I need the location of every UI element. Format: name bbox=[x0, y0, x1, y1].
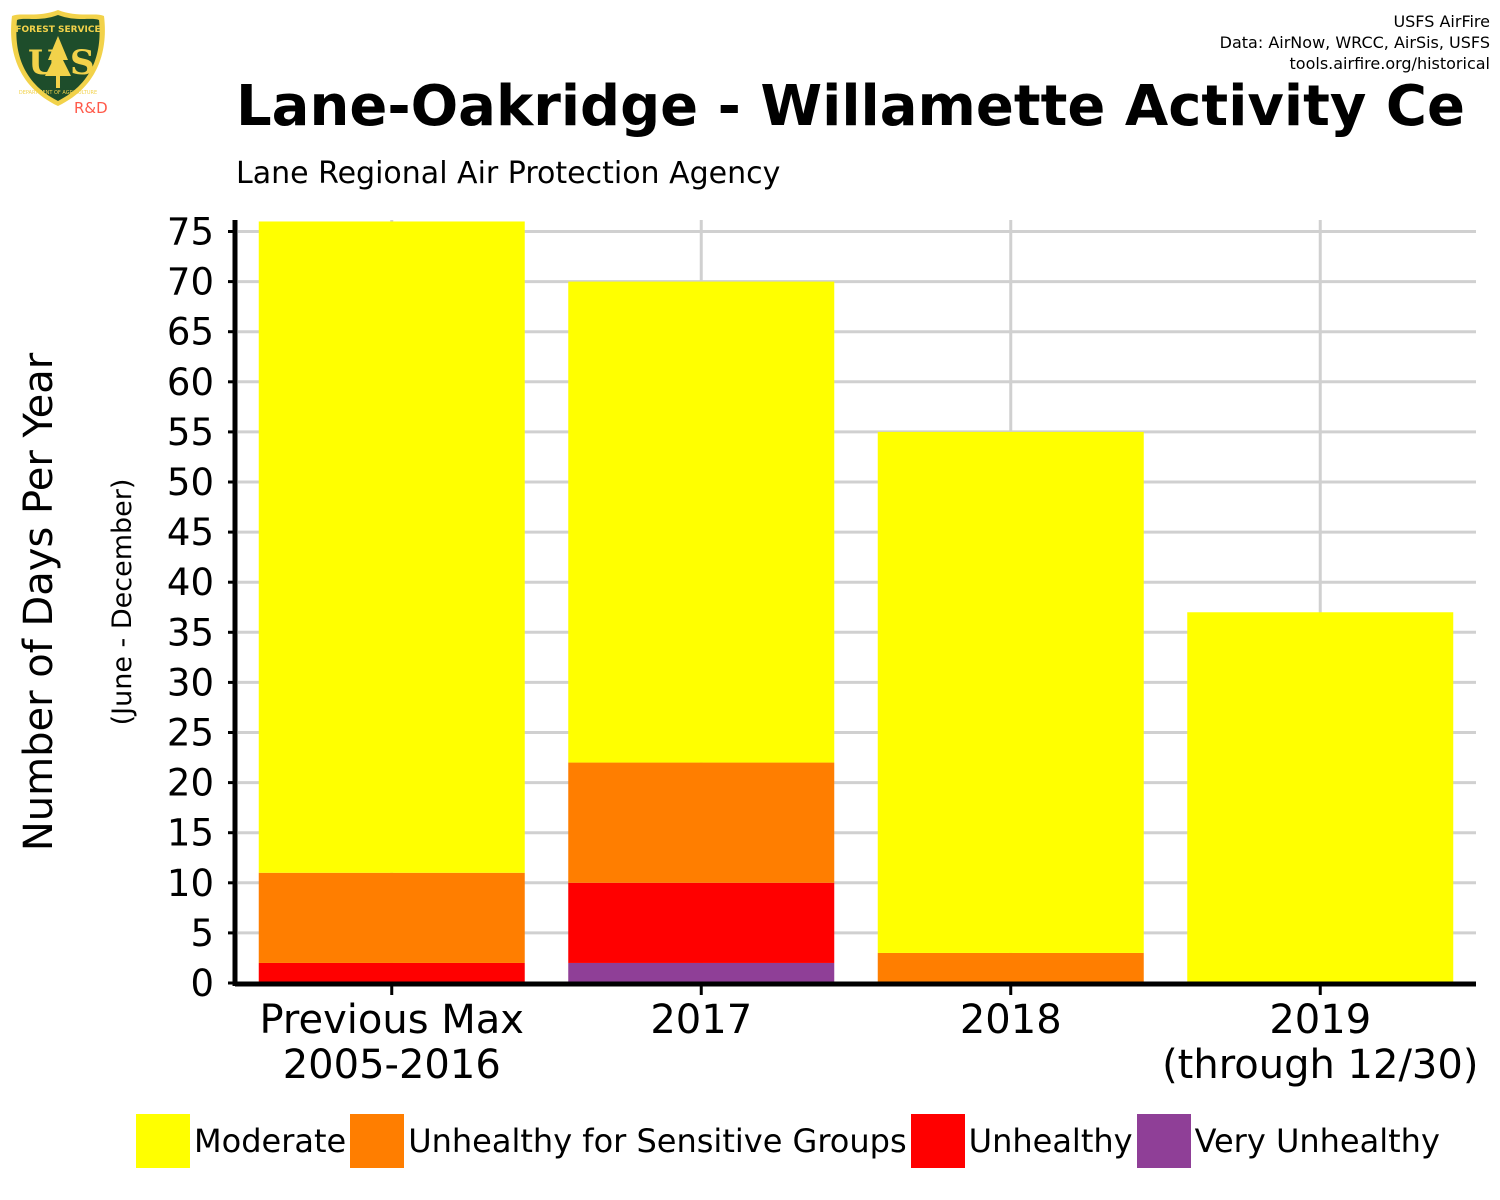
legend-label: Unhealthy bbox=[968, 1122, 1133, 1160]
svg-text:FOREST SERVICE: FOREST SERVICE bbox=[15, 25, 100, 35]
x-tick-labels: Previous Max 2005-2016 2017 2018 2019 (throug… bbox=[260, 997, 1479, 1088]
y-axis-label: Number of Days Per Year bbox=[16, 352, 62, 851]
y-tick-label: 40 bbox=[167, 561, 214, 604]
y-tick-label: 15 bbox=[167, 812, 214, 855]
bar-segment bbox=[258, 221, 525, 873]
bar-segment bbox=[877, 952, 1144, 983]
x-tick-label-line: (through 12/30) bbox=[1162, 1042, 1478, 1088]
x-tick-label: 2018 bbox=[960, 997, 1062, 1043]
y-tick-label: 5 bbox=[190, 912, 214, 955]
svg-text:S: S bbox=[70, 43, 95, 83]
y-tick-label: 65 bbox=[167, 311, 214, 354]
x-tick-label: 2017 bbox=[650, 997, 752, 1043]
x-tick-label-line: Previous Max bbox=[260, 997, 524, 1043]
bar-segment bbox=[258, 962, 525, 983]
usfs-shield-logo-icon: FOREST SERVICE U S DEPARTMENT OF AGRICUL… bbox=[8, 8, 108, 112]
axes bbox=[228, 220, 1476, 995]
legend-swatch bbox=[1136, 1114, 1191, 1168]
legend-label: Moderate bbox=[194, 1122, 347, 1160]
svg-text:DEPARTMENT OF AGRICULTURE: DEPARTMENT OF AGRICULTURE bbox=[19, 90, 97, 96]
credit-line-1: USFS AirFire bbox=[1393, 12, 1490, 31]
legend-label: Very Unhealthy bbox=[1194, 1122, 1440, 1160]
legend-swatch bbox=[350, 1114, 405, 1168]
y-tick-label: 45 bbox=[167, 511, 214, 554]
x-tick-label: 2019 (through 12/30) bbox=[1162, 997, 1478, 1088]
y-tick-label: 75 bbox=[167, 211, 214, 254]
legend-swatch bbox=[910, 1114, 965, 1168]
legend-swatch bbox=[136, 1114, 190, 1168]
bar-segment bbox=[568, 882, 835, 963]
bar-segment bbox=[568, 762, 835, 883]
bar-stacks bbox=[258, 221, 1454, 983]
y-tick-label: 55 bbox=[167, 411, 214, 454]
y-axis-sublabel: (June - December) bbox=[107, 479, 138, 726]
bar-segment bbox=[877, 431, 1144, 953]
x-tick-label-line: 2005-2016 bbox=[283, 1042, 501, 1088]
x-tick-label-line: 2018 bbox=[960, 997, 1062, 1043]
y-tick-label: 30 bbox=[167, 661, 214, 704]
chart-subtitle: Lane Regional Air Protection Agency bbox=[236, 156, 781, 191]
legend-item-moderate: Moderate bbox=[136, 1114, 346, 1168]
y-tick-label: 70 bbox=[167, 261, 214, 304]
credit-line-3: tools.airfire.org/historical bbox=[1289, 54, 1490, 73]
logo-rd-tag: R&D bbox=[74, 99, 108, 117]
legend-item-usg: Unhealthy for Sensitive Groups bbox=[350, 1114, 907, 1168]
y-tick-label: 10 bbox=[167, 862, 214, 905]
y-tick-label: 60 bbox=[167, 361, 214, 404]
y-tick-label: 20 bbox=[167, 762, 214, 805]
bar-segment bbox=[1187, 612, 1454, 983]
y-tick-label: 50 bbox=[167, 461, 214, 504]
x-tick-label-line: 2019 bbox=[1269, 997, 1371, 1043]
bar-segment bbox=[258, 872, 525, 963]
chart-title: Lane-Oakridge - Willamette Activity Ce bbox=[236, 74, 1465, 139]
credit-line-2: Data: AirNow, WRCC, AirSis, USFS bbox=[1219, 33, 1490, 52]
y-tick-label: 35 bbox=[167, 611, 214, 654]
bar-segment bbox=[568, 281, 835, 763]
legend-label: Unhealthy for Sensitive Groups bbox=[408, 1122, 907, 1160]
bar-segment bbox=[568, 962, 835, 983]
legend-item-very-unhealthy: Very Unhealthy bbox=[1136, 1114, 1440, 1168]
x-tick-label-line: 2017 bbox=[650, 997, 752, 1043]
y-tick-label: 0 bbox=[190, 962, 214, 1005]
y-tick-label: 25 bbox=[167, 712, 214, 755]
x-tick-label: Previous Max 2005-2016 bbox=[260, 997, 524, 1088]
legend: Moderate Unhealthy for Sensitive Groups … bbox=[136, 1114, 1444, 1168]
legend-item-unhealthy: Unhealthy bbox=[910, 1114, 1133, 1168]
y-tick-labels: 0 5 10 15 20 25 30 35 40 45 50 55 60 65 70 75 bbox=[167, 211, 214, 1006]
